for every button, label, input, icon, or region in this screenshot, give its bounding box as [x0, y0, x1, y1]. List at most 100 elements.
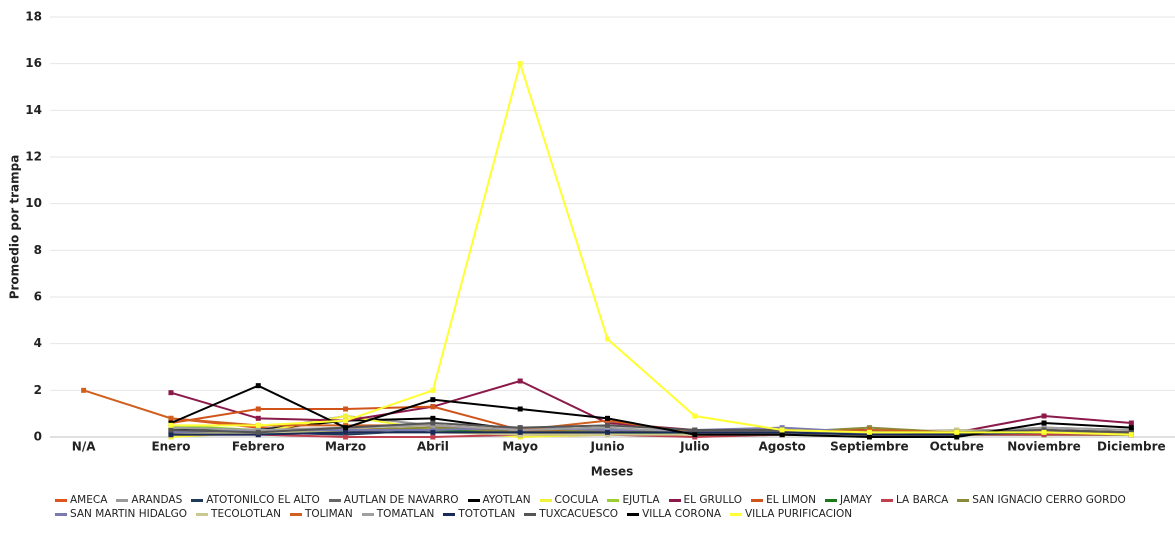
point [255, 422, 261, 428]
point [430, 434, 436, 440]
point [605, 422, 610, 428]
y-tick-label: 16 [25, 56, 42, 70]
legend-item[interactable]: SAN IGNACIO CERRO GORDO [957, 494, 1126, 506]
legend-swatch [751, 498, 764, 502]
legend-swatch [467, 498, 480, 502]
legend-item[interactable]: EL GRULLO [668, 494, 743, 506]
legend-swatch [443, 512, 456, 516]
legend-item[interactable]: AUTLAN DE NAVARRO [328, 494, 459, 506]
legend-label: EL LIMON [766, 494, 817, 506]
point [605, 336, 610, 342]
point [692, 427, 698, 433]
legend-swatch [55, 512, 67, 516]
chart: Promedio por trampa Meses 0 2 4 6 8 10 12 14 16 1… [8, 10, 1175, 479]
point [343, 418, 349, 424]
legend-item[interactable]: AYOTLAN [467, 494, 531, 506]
x-tick-label: Mayo [502, 440, 538, 454]
y-tick-label: 6 [34, 290, 42, 304]
legend-label: SAN MARTIN HIDALGO [70, 508, 188, 520]
point [255, 415, 261, 421]
legend-item[interactable]: EJUTLA [607, 494, 660, 506]
point [430, 387, 436, 393]
point [1041, 429, 1047, 435]
point [605, 429, 610, 435]
y-tick-label: 4 [34, 336, 42, 350]
legend-label: LA BARCA [895, 494, 949, 506]
legend-label: ATOTONILCO EL ALTO [206, 494, 320, 506]
point [168, 390, 174, 396]
legend-swatch [825, 498, 838, 502]
legend-item[interactable]: VILLA CORONA [627, 508, 721, 520]
point [168, 422, 174, 428]
legend-item[interactable]: TECOLOTLAN [196, 508, 281, 520]
legend-label: TOTOTLAN [458, 508, 516, 520]
legend-swatch [361, 512, 374, 516]
legend-swatch [730, 512, 742, 516]
legend-item[interactable]: LA BARCA [880, 494, 949, 506]
y-tick-label: 18 [25, 10, 42, 24]
point [692, 413, 698, 419]
point [1128, 425, 1134, 431]
legend-swatch [957, 498, 970, 502]
legend-item[interactable]: EL LIMON [751, 494, 816, 506]
legend: AMECA ARANDAS ATOTONILCO EL ALTO AUTLAN DE … [55, 494, 1155, 520]
point [517, 406, 523, 412]
point [779, 427, 785, 433]
point [343, 413, 349, 419]
legend-item[interactable]: TUXCACUESCO [524, 508, 618, 520]
legend-swatch [116, 498, 129, 502]
x-tick-label: Enero [151, 440, 190, 454]
legend-item[interactable]: COCULA [539, 494, 599, 506]
point [430, 404, 436, 410]
point [1041, 420, 1047, 426]
point [255, 383, 261, 389]
y-tick-label: 0 [34, 430, 42, 444]
legend-item[interactable]: ATOTONILCO EL ALTO [191, 494, 320, 506]
y-tick-label: 14 [25, 103, 42, 117]
legend-swatch [539, 498, 552, 502]
point [168, 427, 174, 433]
point [692, 432, 698, 438]
point [1041, 413, 1047, 419]
x-tick-label: Diciembre [1097, 440, 1166, 454]
legend-item[interactable]: SAN MARTIN HIDALGO [55, 508, 187, 520]
point [517, 378, 523, 384]
legend-swatch [668, 498, 681, 502]
legend-label: TOLIMAN [304, 508, 353, 520]
point [517, 61, 523, 67]
legend-label: COCULA [554, 494, 599, 506]
legend-item[interactable]: TOLIMAN [289, 508, 353, 520]
y-tick-label: 2 [34, 383, 42, 397]
point [430, 415, 436, 421]
x-tick-label: Noviembre [1007, 440, 1081, 454]
legend-label: VILLA CORONA [642, 508, 721, 520]
legend-swatch [328, 498, 341, 502]
legend-swatch [524, 512, 537, 516]
legend-item[interactable]: VILLA PURIFICACION [730, 508, 852, 520]
legend-swatch [191, 498, 204, 502]
x-tick-label: Junio [590, 440, 625, 454]
point [517, 425, 523, 431]
legend-swatch [607, 498, 620, 502]
point [1128, 420, 1134, 426]
legend-item[interactable]: ARANDAS [116, 494, 182, 506]
legend-item[interactable]: TOTOTLAN [443, 508, 515, 520]
point [954, 429, 960, 435]
legend-label: JAMAY [840, 494, 872, 506]
legend-label: EL GRULLO [683, 494, 743, 506]
x-tick-label: Julio [679, 440, 709, 454]
point [168, 432, 174, 438]
legend-item[interactable]: TOMATLAN [361, 508, 434, 520]
legend-item[interactable]: JAMAY [825, 494, 872, 506]
point [343, 434, 349, 440]
point [605, 415, 610, 421]
point [343, 406, 349, 412]
legend-swatch [55, 498, 67, 502]
legend-swatch [627, 512, 640, 516]
legend-item[interactable]: AMECA [55, 494, 107, 506]
point [255, 406, 261, 412]
legend-label: VILLA PURIFICACION [745, 508, 853, 520]
legend-swatch [289, 512, 302, 516]
legend-label: SAN IGNACIO CERRO GORDO [972, 494, 1126, 506]
point [343, 429, 349, 435]
